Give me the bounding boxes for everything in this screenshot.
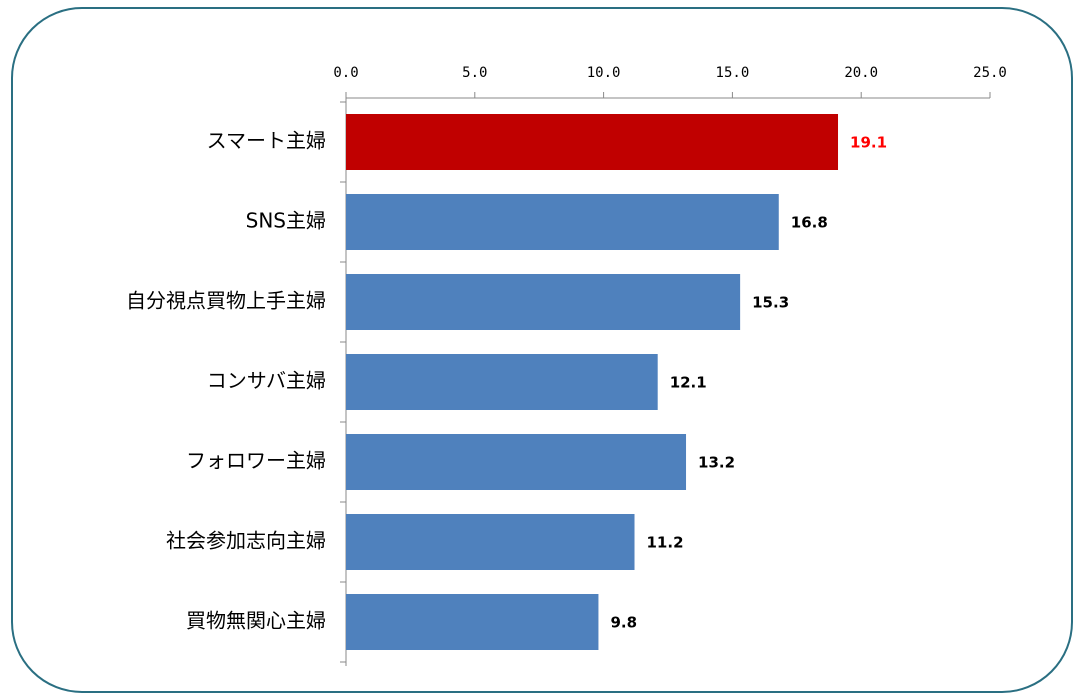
value-label: 12.1: [670, 374, 707, 392]
x-tick-label: 15.0: [716, 65, 750, 81]
x-tick-label: 20.0: [844, 65, 878, 81]
x-tick-label: 0.0: [333, 65, 358, 81]
value-label: 15.3: [752, 294, 789, 312]
y-tick-label: スマート主婦: [207, 129, 326, 153]
y-tick-label: フォロワー主婦: [186, 449, 326, 473]
y-tick-label: 社会参加志向主婦: [166, 529, 326, 553]
value-label: 16.8: [791, 214, 828, 232]
y-tick-label: 自分視点買物上手主婦: [126, 289, 326, 313]
value-label: 13.2: [698, 454, 735, 472]
bar: [346, 354, 658, 410]
bar: [346, 194, 779, 250]
bar: [346, 514, 635, 570]
bar: [346, 594, 599, 650]
bar: [346, 434, 687, 490]
y-tick-label: SNS主婦: [246, 209, 326, 233]
value-label: 19.1: [850, 134, 887, 152]
bar: [346, 114, 839, 170]
frame: [11, 7, 1073, 693]
y-tick-label: コンサバ主婦: [207, 369, 326, 393]
value-label: 9.8: [610, 614, 637, 632]
x-tick-label: 25.0: [973, 65, 1007, 81]
x-tick-label: 10.0: [587, 65, 621, 81]
bar: [346, 274, 741, 330]
y-tick-label: 買物無関心主婦: [186, 609, 326, 633]
x-tick-label: 5.0: [462, 65, 487, 81]
value-label: 11.2: [647, 534, 684, 552]
